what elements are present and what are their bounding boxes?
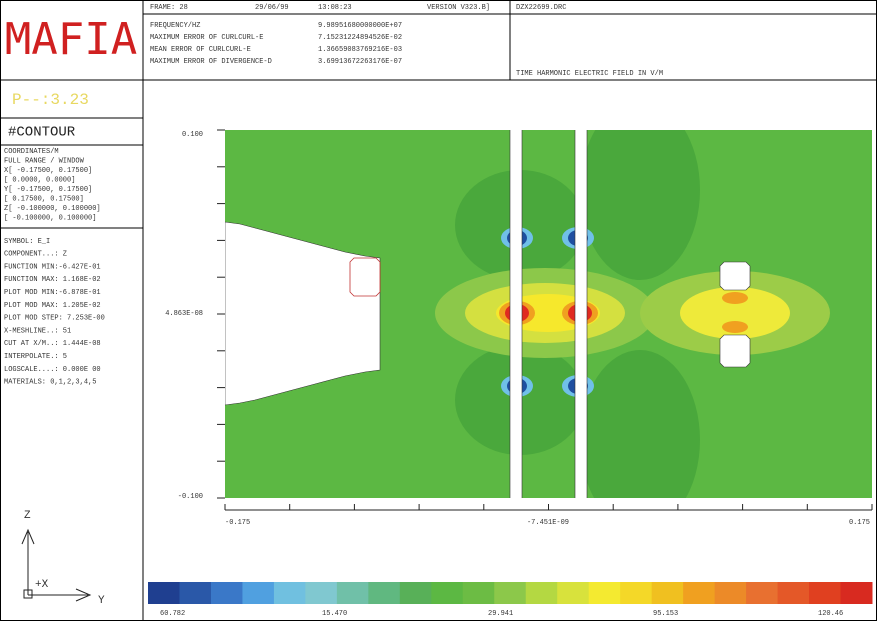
colorbar-swatch xyxy=(809,582,842,604)
coordinate-line: FULL RANGE / WINDOW xyxy=(4,157,85,165)
coordinate-line: [ 0.17500, 0.17500] xyxy=(4,195,84,203)
coordinate-line: Y[ -0.17500, 0.17500] xyxy=(4,186,92,194)
setting-line: CUT AT X/M..: 1.444E-08 xyxy=(4,340,101,348)
axis-y: Y xyxy=(98,595,105,607)
colorbar-swatch xyxy=(494,582,527,604)
colorbar-swatch xyxy=(368,582,401,604)
coordinate-line: [ 0.0000, 0.0000] xyxy=(4,176,75,184)
setting-line: LOGSCALE....: 0.000E 00 xyxy=(4,366,101,374)
colorbar-swatch xyxy=(336,582,369,604)
colorbar-swatch xyxy=(242,582,275,604)
header-value: 7.15231224894526E-02 xyxy=(318,34,402,42)
colorbar-swatch xyxy=(525,582,558,604)
colorbar-swatch xyxy=(557,582,590,604)
setting-line: FUNCTION MAX: 1.168E-02 xyxy=(4,276,101,284)
header-label: MAXIMUM ERROR OF CURLCURL-E xyxy=(150,34,263,42)
setting-line: FUNCTION MIN:-6.427E-01 xyxy=(4,263,101,271)
setting-line: X-MESHLINE..: 51 xyxy=(4,327,71,335)
x-label: -0.175 xyxy=(225,519,250,527)
colorbar-swatch xyxy=(840,582,873,604)
x-label: -7.451E-09 xyxy=(527,519,569,527)
header-value: 3.69913672263176E-07 xyxy=(318,58,402,66)
version: VERSION V323.B] xyxy=(427,4,490,12)
header-label: FREQUENCY/HZ xyxy=(150,22,200,30)
setting-line: MATERIALS: 0,1,2,3,4,5 xyxy=(4,379,96,387)
frame: FRAME: 28 xyxy=(150,4,188,12)
setting-line: PLOT MOD STEP: 7.253E-00 xyxy=(4,315,105,323)
colorbar-swatch xyxy=(431,582,464,604)
colorbar-swatch xyxy=(683,582,716,604)
prompt: P--:3.23 xyxy=(12,91,89,109)
coordinate-icon xyxy=(21,528,92,602)
coordinate-line: Z[ -0.100000, 0.100000] xyxy=(4,205,101,213)
y-label: 4.863E-08 xyxy=(165,310,203,318)
colorbar-swatch xyxy=(179,582,212,604)
contour-plot xyxy=(225,130,872,498)
file: DZX22699.DRC xyxy=(516,4,566,12)
colorbar-swatch xyxy=(462,582,495,604)
colorbar-label: 29.941 xyxy=(488,610,513,618)
colorbar-swatch xyxy=(399,582,432,604)
setting-line: INTERPOLATE.: 5 xyxy=(4,353,67,361)
setting-line: PLOT MOD MAX: 1.205E-02 xyxy=(4,302,101,310)
coordinate-line: X[ -0.17500, 0.17500] xyxy=(4,167,92,175)
date: 29/06/99 xyxy=(255,4,289,12)
command: #CONTOUR xyxy=(8,125,76,141)
colorbar-swatch xyxy=(777,582,810,604)
header-label: MAXIMUM ERROR OF DIVERGENCE-D xyxy=(150,58,272,66)
header-value: 1.36659083769216E-03 xyxy=(318,46,402,54)
colorbar-swatch xyxy=(273,582,306,604)
header-value: 9.98951680000000E+07 xyxy=(318,22,402,30)
colorbar-swatch xyxy=(148,582,180,604)
coordinate-line: COORDINATES/M xyxy=(4,148,59,156)
x-label: 0.175 xyxy=(849,519,870,527)
colorbar-label: 95.153 xyxy=(653,610,678,618)
y-label: -0.100 xyxy=(178,493,203,501)
y-label: 0.100 xyxy=(182,131,203,139)
header-label: MEAN ERROR OF CURLCURL-E xyxy=(150,46,251,54)
colorbar-swatch xyxy=(746,582,779,604)
colorbar-label: 60.782 xyxy=(160,610,185,618)
colorbar-swatch xyxy=(588,582,621,604)
colorbar-label: 15.470 xyxy=(322,610,347,618)
colorbar-swatch xyxy=(651,582,684,604)
setting-line: COMPONENT...: Z xyxy=(4,251,67,259)
axis-x: +X xyxy=(35,579,49,591)
time: 13:08:23 xyxy=(318,4,352,12)
colorbar-swatch xyxy=(210,582,243,604)
coordinate-line: [ -0.100000, 0.100000] xyxy=(4,214,96,222)
colorbar-swatch xyxy=(620,582,653,604)
colorbar-label: 120.46 xyxy=(818,610,843,618)
colorbar-swatch xyxy=(714,582,747,604)
setting-line: SYMBOL: E_I xyxy=(4,238,50,246)
axis-z: Z xyxy=(24,510,31,522)
field: TIME HARMONIC ELECTRIC FIELD IN V/M xyxy=(516,70,663,78)
logo: MAFIA xyxy=(5,14,137,65)
setting-line: PLOT MOD MIN:-6.878E-01 xyxy=(4,289,101,297)
colorbar-swatch xyxy=(305,582,338,604)
